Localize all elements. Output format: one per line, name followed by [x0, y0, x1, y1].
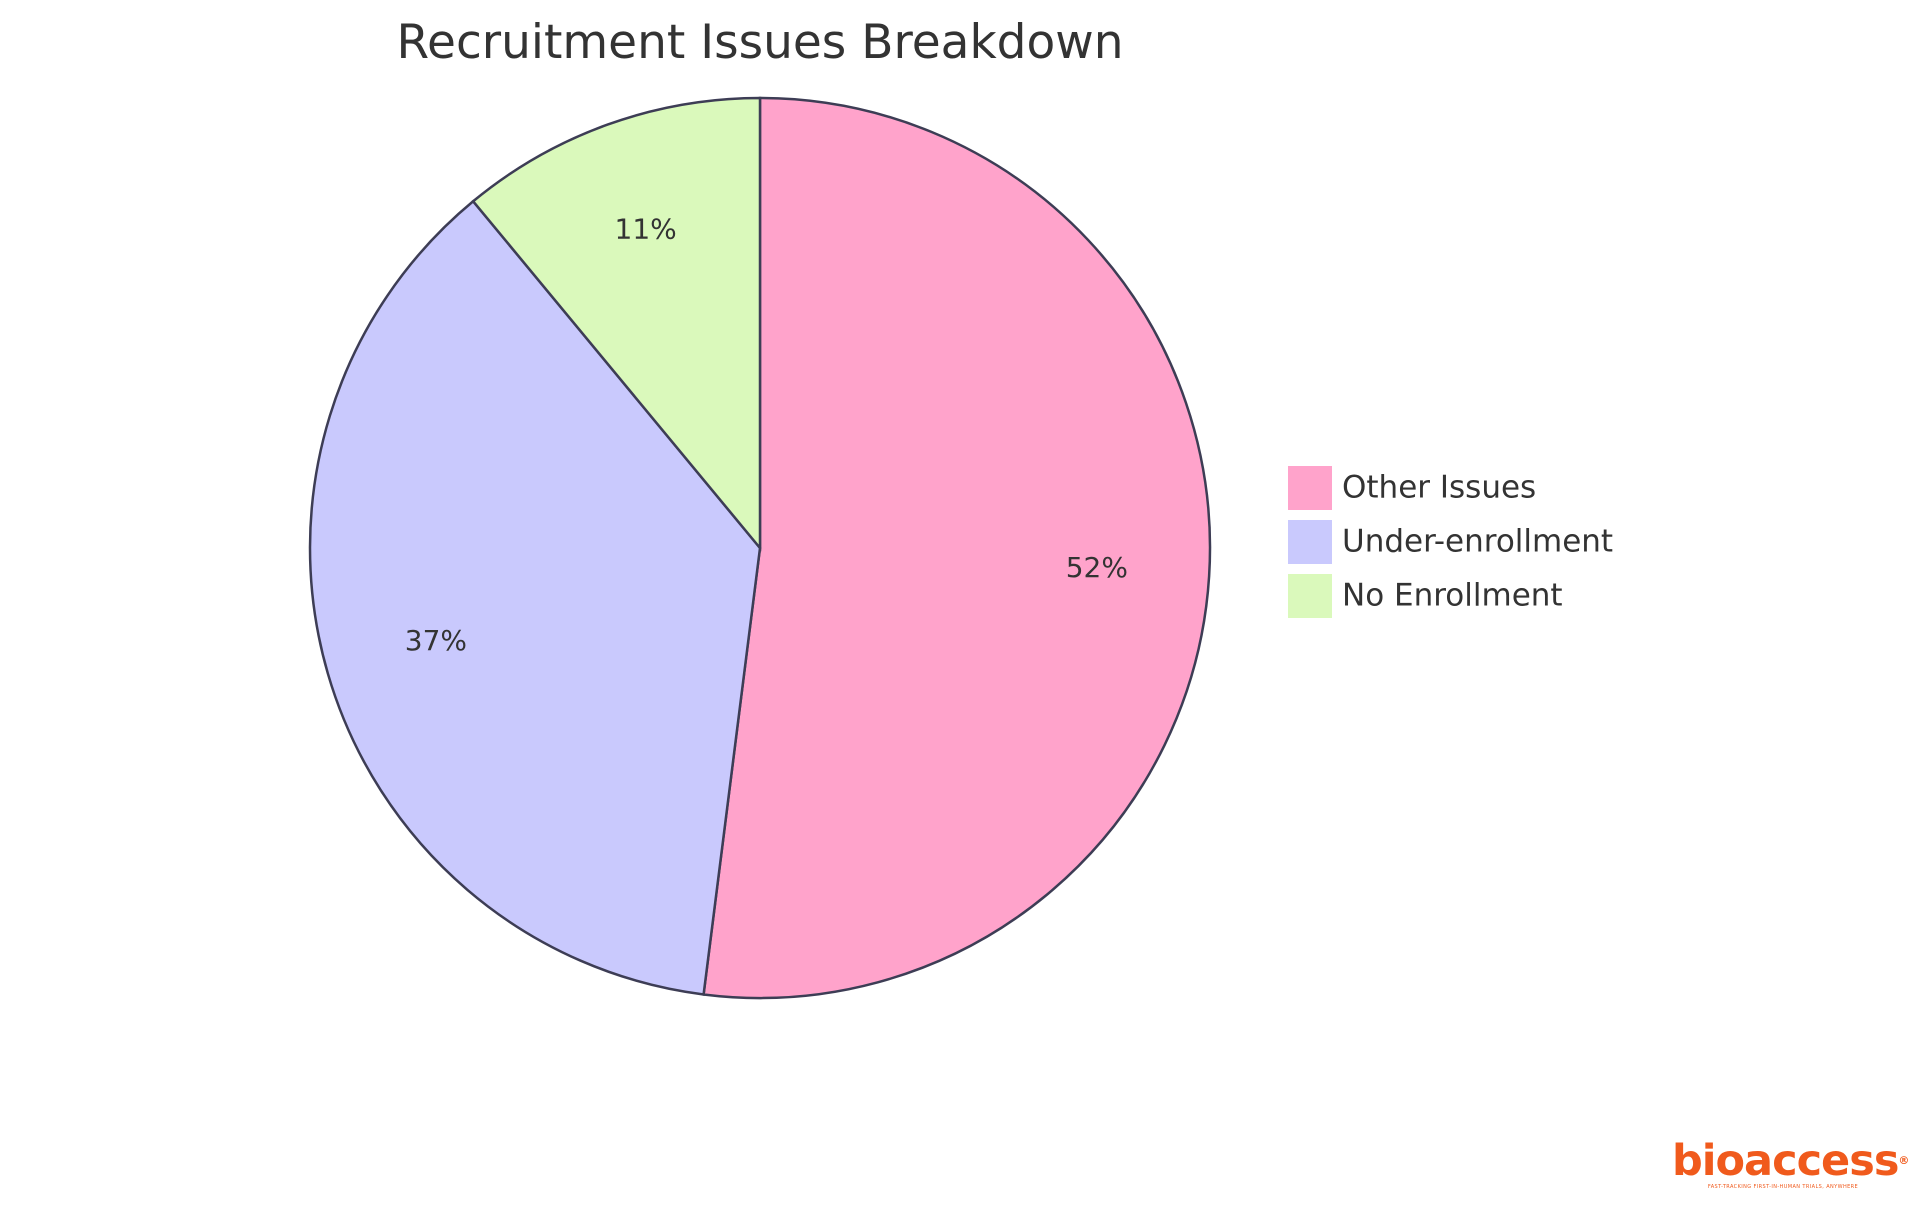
legend: Other Issues Under-enrollment No Enrollmen… [1288, 466, 1613, 618]
pie-slice-under-enrollment [308, 199, 762, 996]
pie-slices [308, 96, 1212, 1000]
slice-label-other-issues: 52% [1066, 551, 1128, 584]
legend-label-other-issues: Other Issues [1342, 470, 1536, 506]
logo-wordmark: bioaccess® [1672, 1136, 1909, 1186]
legend-swatch-under-enrollment [1288, 520, 1332, 564]
pie-slice-other-issues [702, 96, 1212, 1000]
logo-tagline: FAST-TRACKING FIRST-IN-HUMAN TRIALS, ANY… [1707, 1184, 1859, 1190]
slice-label-no-enrollment: 11% [615, 212, 677, 245]
pie-slice-labels: 52% 37% 11% [405, 212, 1128, 657]
legend-label-under-enrollment: Under-enrollment [1342, 524, 1613, 560]
slice-label-under-enrollment: 37% [405, 624, 467, 657]
legend-swatch-other-issues [1288, 466, 1332, 510]
legend-label-no-enrollment: No Enrollment [1342, 578, 1563, 614]
pie-slice-no-enrollment [471, 96, 762, 552]
bioaccess-logo: bioaccess® FAST-TRACKING FIRST-IN-HUMAN … [1672, 1136, 1909, 1190]
chart-title: Recruitment Issues Breakdown [396, 15, 1123, 70]
legend-swatch-no-enrollment [1288, 574, 1332, 618]
